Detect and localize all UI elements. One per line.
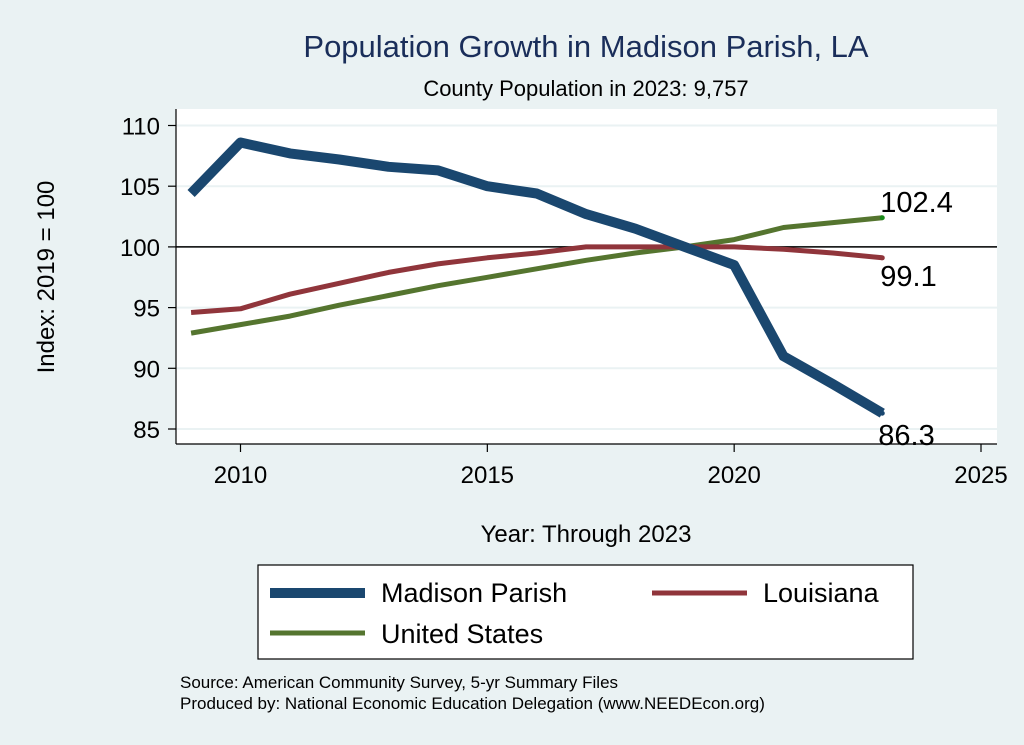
y-tick-label: 100: [120, 235, 160, 262]
produced-by-note: Produced by: National Economic Education…: [180, 694, 765, 713]
x-tick-label: 2015: [461, 462, 514, 489]
y-tick-label: 85: [133, 417, 160, 444]
legend-label-madison-parish: Madison Parish: [381, 578, 567, 608]
x-axis-ticks: 2010 2015 2020 2025: [214, 444, 1008, 489]
series-group: [187, 137, 885, 418]
y-axis-title: Index: 2019 = 100: [33, 181, 60, 374]
y-tick-label: 105: [120, 174, 160, 201]
x-tick-label: 2020: [707, 462, 760, 489]
legend-box: [257, 564, 914, 660]
series-end-marker: [879, 215, 885, 221]
end-label-louisiana: 99.1: [880, 261, 936, 293]
y-tick-label: 90: [133, 356, 160, 383]
end-label-madison-parish: 86.3: [878, 420, 934, 452]
y-tick-label: 95: [133, 296, 160, 323]
chart-title: Population Growth in Madison Parish, LA: [303, 29, 869, 64]
series-line-louisiana: [190, 244, 883, 315]
axes: [175, 109, 997, 445]
x-tick-label: 2025: [954, 462, 1007, 489]
series-line-madison-parish: [187, 137, 885, 418]
x-tick-label: 2010: [214, 462, 267, 489]
legend-label-louisiana: Louisiana: [763, 578, 880, 608]
plot-area: [176, 109, 997, 444]
y-tick-label: 110: [122, 114, 160, 141]
x-axis-title: Year: Through 2023: [481, 521, 692, 548]
end-label-united-states: 102.4: [880, 187, 953, 219]
series-line-united-states: [190, 215, 883, 336]
series-end-marker: [879, 410, 885, 416]
chart-subtitle: County Population in 2023: 9,757: [423, 76, 748, 101]
end-labels: 86.3 99.1 102.4: [878, 187, 953, 452]
legend: Madison Parish Louisiana United States: [257, 564, 914, 660]
y-axis-ticks: 85 90 95 100 105 110: [120, 114, 176, 444]
source-note: Source: American Community Survey, 5-yr …: [180, 673, 618, 692]
series-end-marker: [879, 255, 885, 261]
legend-label-united-states: United States: [381, 619, 543, 649]
